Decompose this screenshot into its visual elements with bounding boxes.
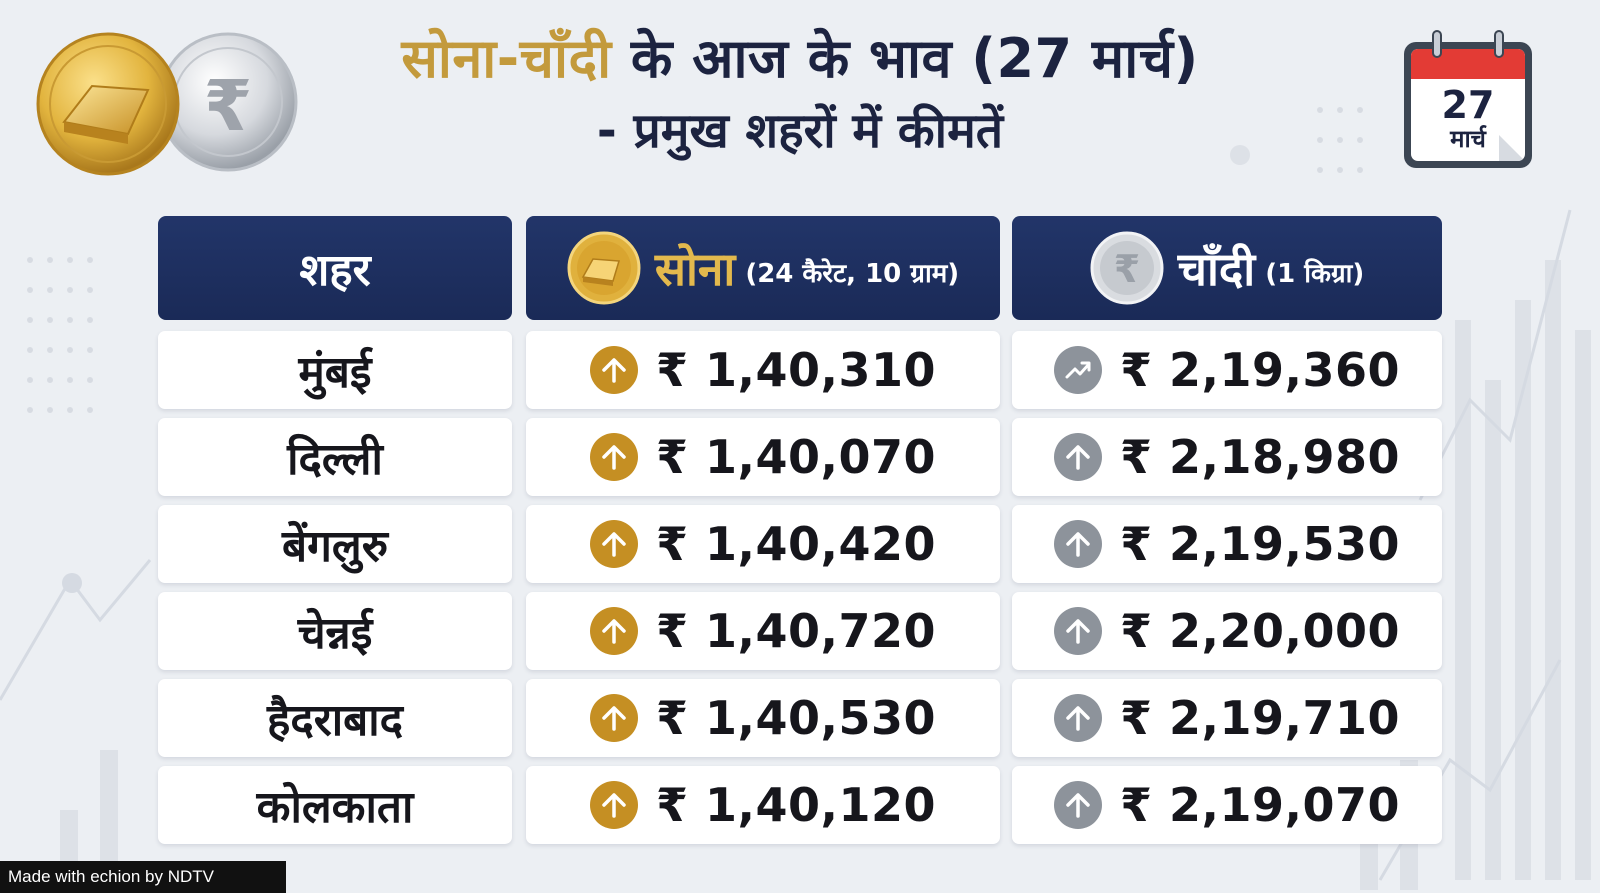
- row-gold-cell: ₹ 1,40,720: [526, 592, 1000, 670]
- up-arrow-icon: [589, 520, 638, 568]
- gold-price: ₹ 1,40,420: [655, 517, 936, 571]
- calendar-day: 27: [1441, 83, 1495, 127]
- header-city: शहर: [158, 216, 512, 320]
- row-city-cell: चेन्नई: [158, 592, 512, 670]
- up-arrow-icon: [1053, 433, 1102, 481]
- up-arrow-icon: [589, 781, 638, 829]
- silver-price: ₹ 2,19,070: [1119, 778, 1400, 832]
- row-city-cell: हैदराबाद: [158, 679, 512, 757]
- title-line-1: सोना-चाँदी के आज के भाव (27 मार्च): [330, 22, 1270, 96]
- up-arrow-icon: [589, 694, 638, 742]
- gold-price: ₹ 1,40,310: [655, 343, 936, 397]
- calendar-month: मार्च: [1450, 125, 1486, 153]
- city-name: कोलकाता: [256, 782, 414, 833]
- header-silver: ₹ चाँदी (1 किग्रा): [1012, 216, 1442, 320]
- city-name: हैदराबाद: [266, 695, 403, 746]
- up-arrow-icon: [1053, 694, 1102, 742]
- silver-rupee-coin-icon: ₹: [1090, 231, 1164, 305]
- row-silver-cell: ₹ 2,20,000: [1012, 592, 1442, 670]
- up-arrow-icon: [1053, 607, 1102, 655]
- row-city-cell: कोलकाता: [158, 766, 512, 844]
- header-gold-unit: (24 कैरेट, 10 ग्राम): [745, 259, 960, 289]
- svg-text:₹: ₹: [1114, 247, 1140, 291]
- gold-price: ₹ 1,40,070: [655, 430, 936, 484]
- gold-price: ₹ 1,40,720: [655, 604, 936, 658]
- title-line-2: - प्रमुख शहरों में कीमतें: [596, 103, 1004, 159]
- page-title: सोना-चाँदी के आज के भाव (27 मार्च) - प्र…: [330, 22, 1270, 164]
- row-gold-cell: ₹ 1,40,310: [526, 331, 1000, 409]
- silver-price: ₹ 2,18,980: [1119, 430, 1400, 484]
- row-silver-cell: ₹ 2,19,710: [1012, 679, 1442, 757]
- row-silver-cell: ₹ 2,19,530: [1012, 505, 1442, 583]
- row-silver-cell: ₹ 2,19,360: [1012, 331, 1442, 409]
- up-arrow-icon: [589, 607, 638, 655]
- row-silver-cell: ₹ 2,18,980: [1012, 418, 1442, 496]
- trending-up-icon: [1053, 346, 1102, 394]
- row-city-cell: दिल्ली: [158, 418, 512, 496]
- up-arrow-icon: [1053, 781, 1102, 829]
- header-city-label: शहर: [299, 245, 371, 296]
- city-name: दिल्ली: [287, 434, 383, 485]
- silver-price: ₹ 2,19,710: [1119, 691, 1400, 745]
- calendar-icon: 27 मार्च: [1404, 30, 1532, 168]
- up-arrow-icon: [589, 346, 638, 394]
- header-gold-label: सोना: [654, 242, 736, 296]
- row-gold-cell: ₹ 1,40,420: [526, 505, 1000, 583]
- watermark-text: Made with echion by NDTV: [8, 867, 214, 886]
- made-with-echion-watermark: Made with echion by NDTV: [0, 861, 286, 893]
- city-name: मुंबई: [298, 347, 372, 398]
- row-silver-cell: ₹ 2,19,070: [1012, 766, 1442, 844]
- silver-price: ₹ 2,20,000: [1119, 604, 1400, 658]
- gold-price: ₹ 1,40,120: [655, 778, 936, 832]
- header-gold: सोना (24 कैरेट, 10 ग्राम): [526, 216, 1000, 320]
- title-highlight: सोना-चाँदी: [401, 27, 612, 90]
- city-name: बेंगलुरु: [281, 521, 389, 572]
- silver-price: ₹ 2,19,360: [1119, 343, 1400, 397]
- gold-price: ₹ 1,40,530: [655, 691, 936, 745]
- header-silver-unit: (1 किग्रा): [1265, 259, 1365, 289]
- row-gold-cell: ₹ 1,40,530: [526, 679, 1000, 757]
- gold-bar-coin-icon: [567, 231, 641, 305]
- up-arrow-icon: [589, 433, 638, 481]
- row-gold-cell: ₹ 1,40,120: [526, 766, 1000, 844]
- svg-text:₹: ₹: [204, 65, 253, 147]
- row-city-cell: बेंगलुरु: [158, 505, 512, 583]
- up-arrow-icon: [1053, 520, 1102, 568]
- silver-price: ₹ 2,19,530: [1119, 517, 1400, 571]
- row-city-cell: मुंबई: [158, 331, 512, 409]
- city-name: चेन्नई: [297, 608, 373, 659]
- gold-silver-coins-illustration: ₹: [36, 32, 298, 176]
- title-rest: के आज के भाव (27 मार्च): [611, 27, 1199, 90]
- row-gold-cell: ₹ 1,40,070: [526, 418, 1000, 496]
- header-silver-label: चाँदी: [1177, 242, 1256, 296]
